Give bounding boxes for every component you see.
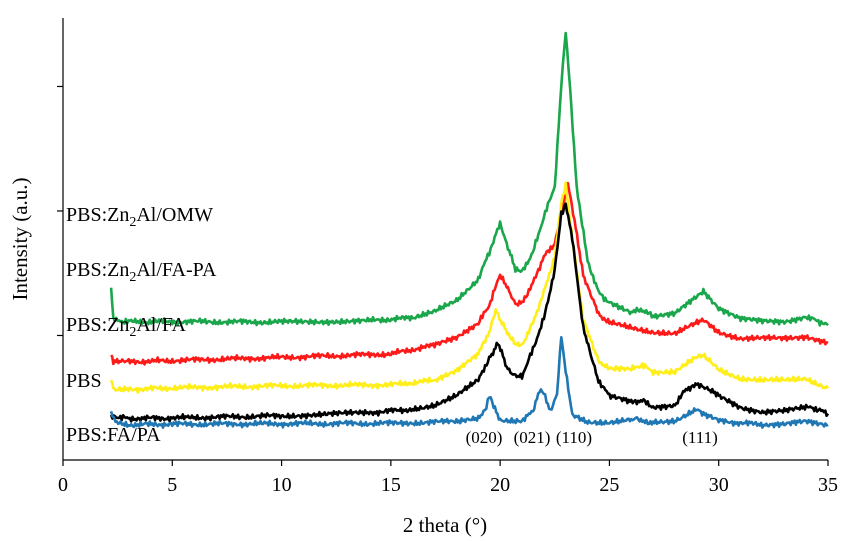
series-line — [109, 181, 830, 394]
peak-label-021: (021) — [514, 428, 551, 447]
series-label: PBS:FA/PA — [66, 424, 161, 446]
x-tick-label: 15 — [381, 474, 401, 496]
series-label: PBS:Zn2Al/OMW — [66, 204, 213, 230]
series-line — [109, 202, 830, 423]
series-line — [109, 31, 829, 327]
peak-label-111: (111) — [682, 428, 718, 447]
peak-label-020: (020) — [466, 428, 503, 447]
x-tick-label: 30 — [709, 474, 729, 496]
series-line — [109, 336, 829, 429]
axes — [62, 18, 828, 461]
series-line — [110, 181, 829, 366]
y-ticks — [57, 85, 63, 337]
y-axis-label: Intensity (a.u.) — [8, 177, 32, 300]
series-label: PBS:Zn2Al/FA-PA — [66, 259, 217, 285]
x-axis-label: 2 theta (°) — [403, 513, 487, 537]
x-ticks: 0 5 10 15 20 25 30 35 — [58, 460, 838, 496]
x-tick-label: 5 — [167, 474, 177, 496]
x-tick-label: 25 — [599, 474, 619, 496]
series-labels: PBS:Zn2Al/OMW PBS:Zn2Al/FA-PA PBS:Zn2Al/FA… — [66, 204, 217, 446]
peak-label-110: (110) — [556, 428, 592, 447]
series-label: PBS:Zn2Al/FA — [66, 314, 187, 340]
x-tick-label: 35 — [818, 474, 838, 496]
x-tick-label: 0 — [58, 474, 68, 496]
series-label: PBS — [66, 370, 102, 392]
x-tick-label: 10 — [272, 474, 292, 496]
series-lines — [109, 31, 830, 429]
x-tick-label: 20 — [490, 474, 510, 496]
